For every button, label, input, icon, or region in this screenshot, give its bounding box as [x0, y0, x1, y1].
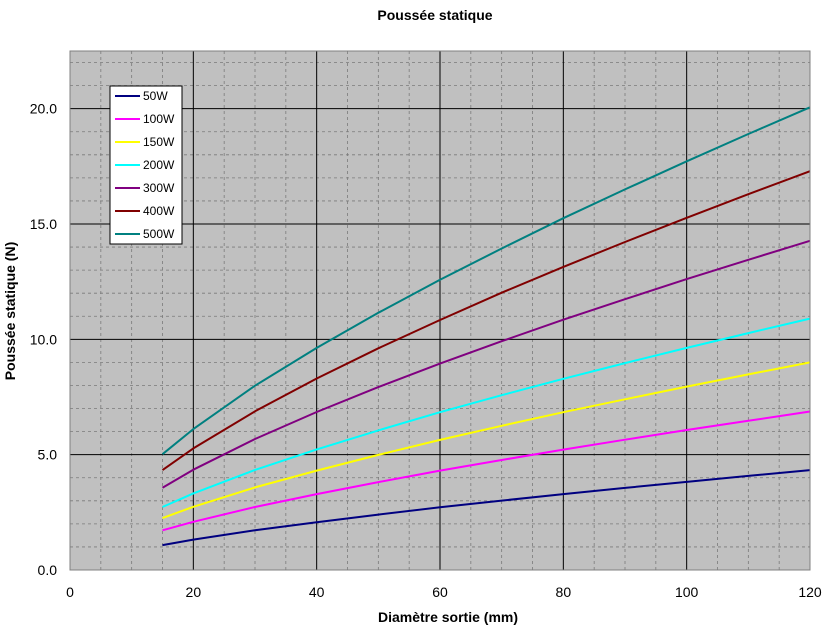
legend-label-300W: 300W	[143, 181, 175, 195]
legend-label-100W: 100W	[143, 112, 175, 126]
x-tick-label: 0	[66, 584, 74, 600]
y-tick-label: 15.0	[30, 216, 57, 232]
y-tick-label: 20.0	[30, 101, 57, 117]
major-gridlines	[70, 51, 810, 570]
series-line-400W	[161, 170, 811, 471]
series-line-500W	[161, 106, 811, 455]
x-tick-label: 100	[675, 584, 699, 600]
y-axis-label: Poussée statique (N)	[2, 242, 18, 380]
x-tick-label: 20	[186, 584, 202, 600]
legend-label-150W: 150W	[143, 135, 175, 149]
series-line-50W	[162, 469, 811, 547]
legend: 50W 100W 150W 200W 300W 400W 500W	[109, 85, 183, 245]
x-tick-label: 60	[432, 584, 448, 600]
y-tick-label: 0.0	[38, 562, 58, 578]
series-lines	[161, 106, 811, 547]
series-line-200W	[162, 317, 811, 508]
x-tick-label: 40	[309, 584, 325, 600]
series-line-300W	[161, 239, 811, 489]
x-tick-labels: 0 20 40 60 80 100 120	[66, 584, 822, 600]
series-line-150W	[162, 361, 811, 520]
chart-title: Poussée statique	[377, 7, 492, 23]
legend-label-400W: 400W	[143, 204, 175, 218]
y-tick-labels: 0.0 5.0 10.0 15.0 20.0	[30, 101, 57, 578]
x-tick-label: 120	[798, 584, 822, 600]
legend-label-500W: 500W	[143, 227, 175, 241]
legend-label-200W: 200W	[143, 158, 175, 172]
series-line-100W	[162, 410, 811, 532]
plot-border	[69, 50, 811, 571]
legend-label-50W: 50W	[143, 89, 168, 103]
x-tick-label: 80	[556, 584, 572, 600]
y-tick-label: 10.0	[30, 331, 57, 347]
x-axis-label: Diamètre sortie (mm)	[378, 609, 518, 625]
y-tick-label: 5.0	[38, 447, 58, 463]
